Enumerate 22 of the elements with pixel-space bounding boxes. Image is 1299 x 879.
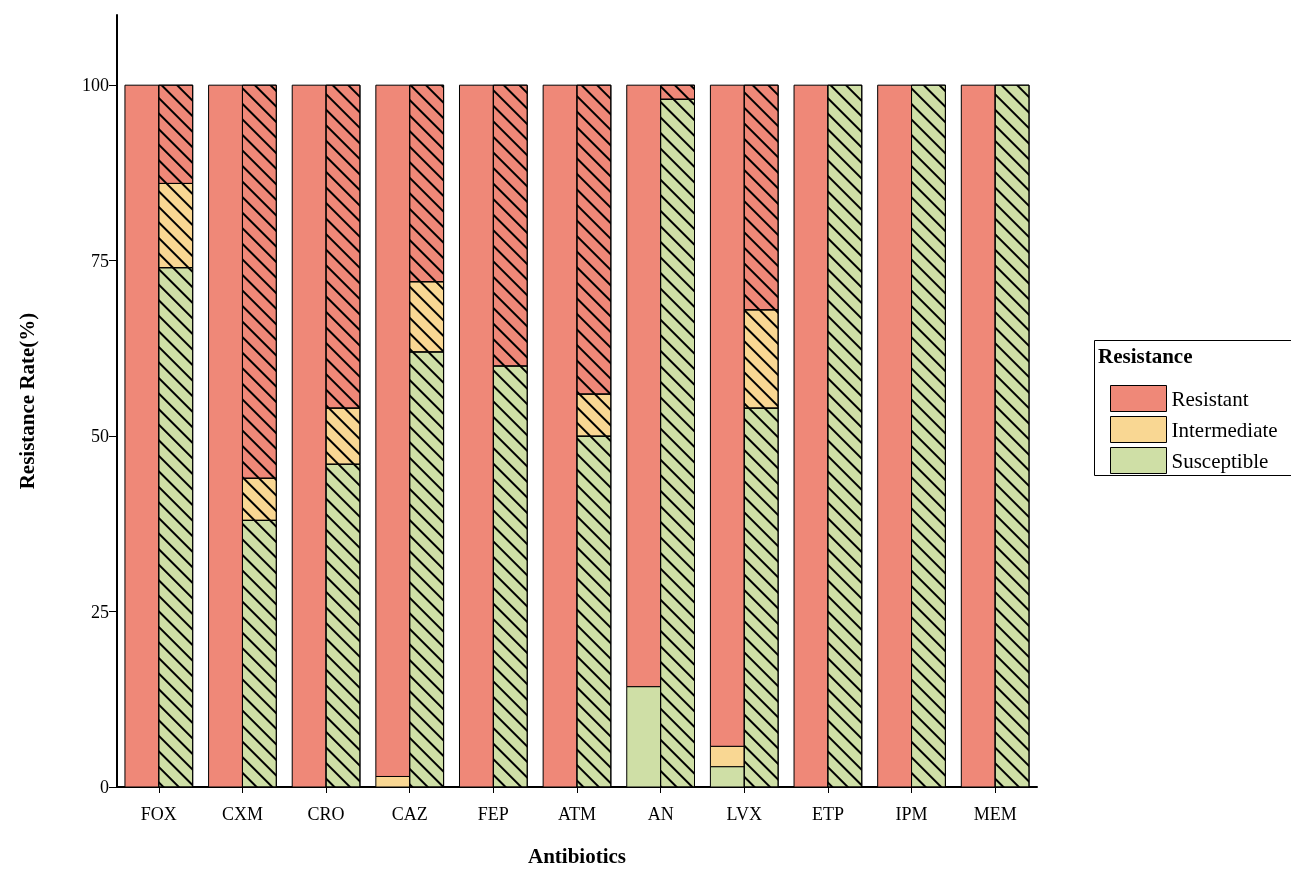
- x-tick-label: LVX: [726, 804, 762, 824]
- x-tick-label: CAZ: [391, 804, 428, 824]
- x-tick-label: ATM: [557, 804, 597, 824]
- x-tick-label: ETP: [811, 804, 844, 824]
- x-tick-label: FOX: [140, 804, 177, 824]
- x-tick-label: IPM: [895, 804, 928, 824]
- x-tick-label: CXM: [221, 804, 263, 824]
- y-axis-title: Resistance Rate(%): [14, 312, 39, 490]
- x-tick-label: FEP: [477, 804, 509, 824]
- y-tick-label: 75: [91, 250, 109, 271]
- y-tick-label: 0: [100, 777, 109, 797]
- y-tick-label: 50: [91, 426, 109, 447]
- legend-label: Susceptible: [1171, 448, 1269, 473]
- legend-label: Resistant: [1171, 386, 1249, 411]
- legend-title: Resistance: [1098, 343, 1193, 368]
- x-tick-label: CRO: [307, 804, 345, 824]
- x-tick-label: AN: [647, 804, 674, 824]
- x-axis-title: Antibiotics: [527, 843, 627, 868]
- legend-label: Intermediate: [1171, 417, 1278, 442]
- y-tick-label: 25: [91, 601, 109, 622]
- y-tick-label: 100: [82, 75, 109, 96]
- x-tick-label: MEM: [973, 804, 1017, 824]
